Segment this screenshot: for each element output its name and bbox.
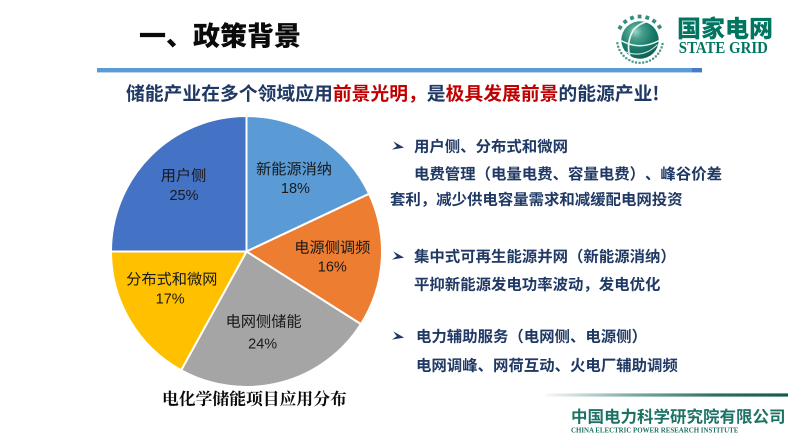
svg-text:18%: 18% xyxy=(281,181,310,197)
svg-text:25%: 25% xyxy=(169,188,198,204)
svg-text:17%: 17% xyxy=(156,292,185,308)
svg-text:CHINA ELECTRIC POWER RESEARCH: CHINA ELECTRIC POWER RESEARCH INSTITUTE xyxy=(571,427,739,434)
svg-text:24%: 24% xyxy=(248,337,277,353)
svg-text:STATE GRID: STATE GRID xyxy=(679,39,768,57)
svg-text:16%: 16% xyxy=(318,260,347,276)
